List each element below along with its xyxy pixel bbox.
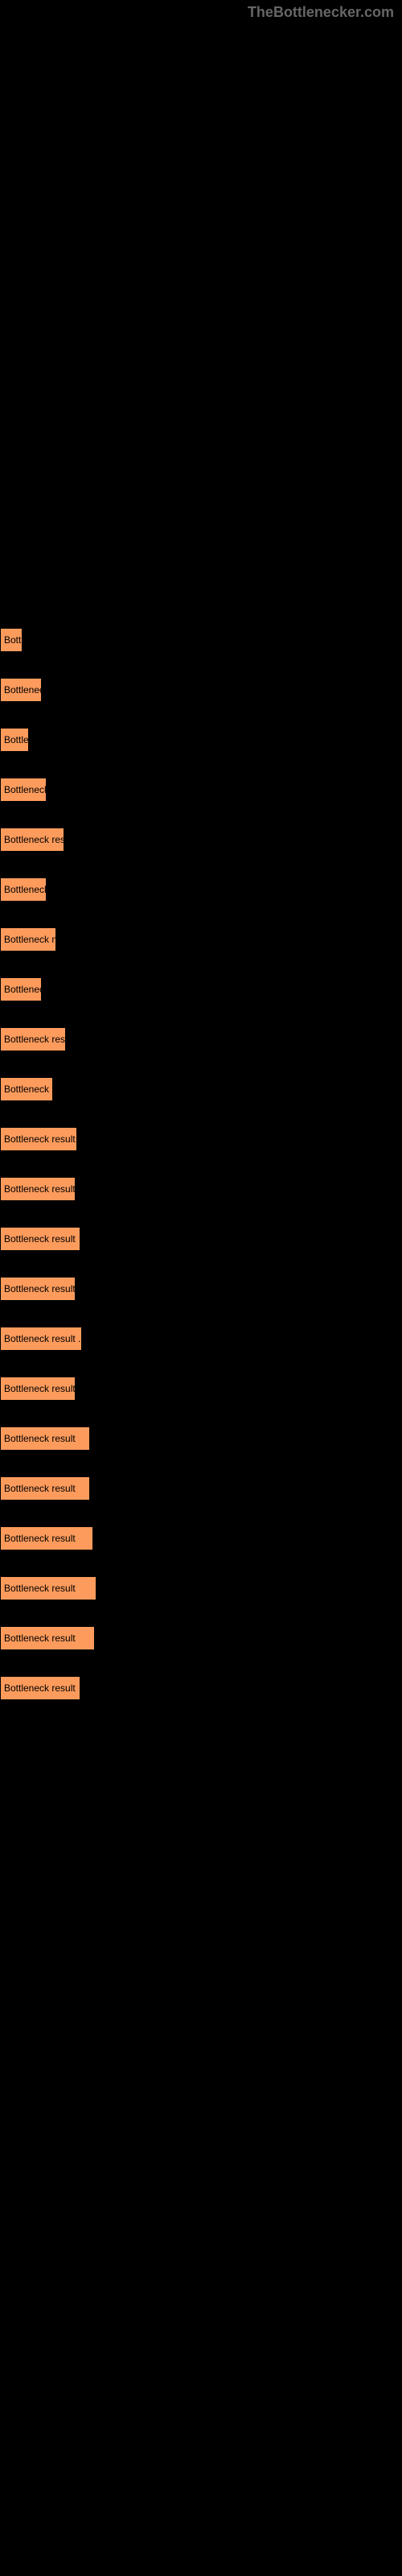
bar-row: Bottleneck result — [0, 1626, 402, 1650]
bar-row: Bottleneck rest — [0, 1027, 402, 1051]
bar-row: Bottle — [0, 728, 402, 752]
bar-row: Bottleneck n — [0, 927, 402, 952]
bar: Bottleneck result — [0, 1476, 90, 1501]
bar-row: Bottleneck result — [0, 1526, 402, 1550]
bar-row: Bottleneck result . — [0, 1127, 402, 1151]
bar-row: Bottleneck result — [0, 1177, 402, 1201]
bar: Bottleneck rest — [0, 1027, 66, 1051]
bar-row: Bottleneck — [0, 877, 402, 902]
bar-row: Bottleneck result — [0, 1576, 402, 1600]
bar: Bottleneck result — [0, 1626, 95, 1650]
bar: Bottleneck — [0, 778, 47, 802]
bar-row: Bottleneck result — [0, 1277, 402, 1301]
bar: Bottleneck — [0, 877, 47, 902]
bar: Bottleneck result — [0, 1576, 96, 1600]
bar: Bottleneck result — [0, 1227, 80, 1251]
bar: Bottleneck result — [0, 1426, 90, 1451]
bar-chart: Bott Bottlenec Bottle Bottleneck Bottleneck … — [0, 0, 402, 1758]
bar: Bottle — [0, 728, 29, 752]
bar: Bottlenec — [0, 977, 42, 1001]
bar: Bottlenec — [0, 678, 42, 702]
bar: Bottleneck result . — [0, 1127, 77, 1151]
bar-row: Bottleneck ( — [0, 1077, 402, 1101]
watermark-text: TheBottlenecker.com — [248, 4, 394, 21]
bar: Bottleneck result — [0, 1676, 80, 1700]
bar-row: Bottlenec — [0, 977, 402, 1001]
bar-row: Bottleneck res — [0, 828, 402, 852]
bar: Bottleneck result — [0, 1277, 76, 1301]
bar: Bottleneck n — [0, 927, 56, 952]
bar: Bottleneck res — [0, 828, 64, 852]
bar-row: Bottleneck result — [0, 1676, 402, 1700]
bar-row: Bottleneck result — [0, 1426, 402, 1451]
bar-row: Bottleneck — [0, 778, 402, 802]
bar-row: Bottleneck result — [0, 1476, 402, 1501]
bar: Bottleneck result — [0, 1377, 76, 1401]
bar: Bottleneck result — [0, 1526, 93, 1550]
bar: Bottleneck ( — [0, 1077, 53, 1101]
bar-row: Bottleneck result — [0, 1377, 402, 1401]
bar-row: Bottlenec — [0, 678, 402, 702]
bar-row: Bottleneck result — [0, 1227, 402, 1251]
bar: Bottleneck result . — [0, 1327, 82, 1351]
bar-row: Bott — [0, 628, 402, 652]
bar-row: Bottleneck result . — [0, 1327, 402, 1351]
bar: Bott — [0, 628, 23, 652]
bar: Bottleneck result — [0, 1177, 76, 1201]
